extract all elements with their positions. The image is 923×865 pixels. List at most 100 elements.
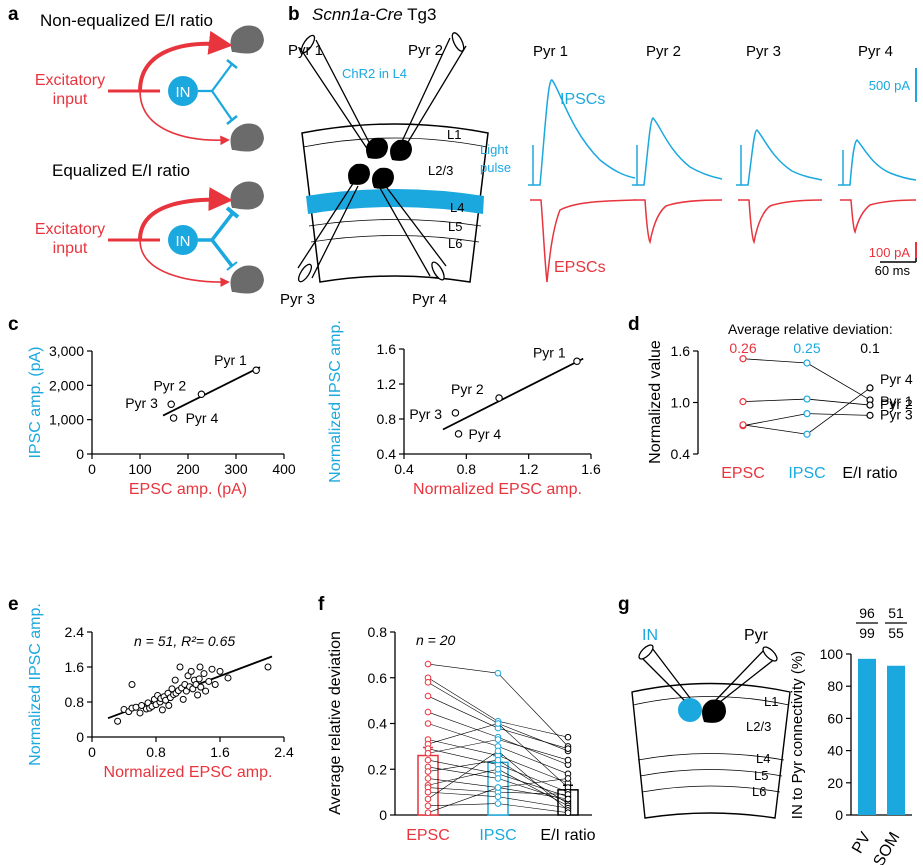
traces: Pyr 1 Pyr 2 Pyr 3 Pyr 4 IPSCs EPSCs Ligh… (480, 43, 917, 283)
chr2-label: ChR2 in L4 (342, 66, 407, 81)
scatter-point (194, 691, 202, 699)
paired-point (564, 756, 572, 764)
layer-label-l1: L1 (447, 127, 461, 142)
circuit-non-equalized: IN Excitatory input (35, 25, 264, 152)
y-tick-label: 100 (820, 646, 844, 662)
layer-g-l5: L5 (754, 768, 768, 783)
layer-g-l6: L6 (752, 784, 766, 799)
fit-line (442, 357, 584, 431)
pyr-neuron-top (230, 25, 264, 54)
paired-point (424, 788, 432, 796)
neuron-pyr4 (372, 167, 394, 189)
paired-point (564, 795, 572, 803)
fraction-numerator: 96 (859, 605, 875, 621)
pipettes-g (638, 644, 778, 703)
paired-point (424, 795, 432, 803)
paired-point (564, 745, 572, 752)
paired-point (424, 692, 432, 700)
scatter-point (158, 706, 166, 714)
y-tick-label: 2,000 (49, 377, 84, 393)
mouse-line-name: Scnn1a-Cre (312, 5, 403, 24)
light-pulse-label-2: pulse (480, 160, 511, 175)
scatter-point (216, 667, 224, 675)
y-axis-label: Normalized IPSC amp. (27, 603, 44, 766)
interneuron-bottom (168, 225, 198, 255)
paired-point (494, 793, 502, 801)
pipette-4-end (431, 261, 445, 281)
pyr-neuron-bottom-eq (230, 265, 264, 294)
point-label: Pyr 4 (186, 410, 219, 426)
paired-point (494, 736, 502, 743)
pyr-neuron-top-eq (230, 181, 264, 210)
x-tick-label: 1.2 (519, 461, 539, 477)
panel-label-c: c (8, 314, 19, 335)
x-tick-label: 400 (272, 461, 296, 477)
pipette-label-pyr1: Pyr 1 (288, 42, 323, 59)
epsc-traces (530, 199, 917, 283)
strong-inhibitory-synapse (225, 206, 240, 219)
layer-label-l23: L2/3 (428, 163, 453, 178)
pyr-neuron-g (702, 699, 726, 723)
brain-slice: L1 L2/3 L4 L5 L6 Pyr 1 Pyr 2 (280, 32, 489, 308)
pipette-label-pyr2: Pyr 2 (408, 42, 443, 59)
chart-f: 0 0.2 0.4 0.6 0.8 Average relative deviation E… (327, 624, 596, 844)
scatter-point (138, 702, 146, 709)
paired-point (424, 660, 432, 668)
scatter-point (196, 663, 204, 671)
point-label: Pyr 2 (153, 377, 186, 393)
scatter-point (197, 390, 206, 399)
scatter-point (132, 703, 140, 711)
scatter-point (208, 665, 216, 673)
interneuron-g (678, 698, 702, 722)
weak-excitatory-path (139, 90, 230, 146)
deviation-value: 0.1 (860, 340, 880, 356)
chart-c-right: 0.4 0.8 1.2 1.6 0.4 0.8 1.2 1.6 Normalized EPSC … (327, 320, 601, 498)
paired-point (494, 720, 502, 727)
panel-g-schematic: L1 L2/3 L4 L5 L6 IN Pyr (631, 627, 791, 819)
scatter-point (495, 394, 503, 402)
scatter-point (224, 674, 232, 682)
y-tick-label: 40 (827, 743, 843, 759)
x-tick-label: 0 (88, 461, 96, 477)
chart-d: 0.4 1.0 1.6 Normalized value Average relativ… (647, 321, 913, 482)
excitatory-input-label-top-1: Excitatory (35, 72, 105, 89)
series-point (803, 395, 811, 403)
panel-label-d: d (628, 314, 640, 335)
x-tick-label: 0.8 (146, 744, 166, 760)
slice-outline-g (631, 682, 791, 819)
epscs-label: EPSCs (554, 259, 606, 276)
pipette-label-pyr3: Pyr 3 (280, 291, 315, 308)
series-point (739, 398, 747, 406)
ipsc-trace-pyr4 (838, 139, 917, 186)
x-tick-label: 2.4 (274, 744, 294, 760)
in-label-bottom: IN (176, 233, 191, 250)
scatter-point (136, 709, 144, 717)
deviation-heading: Average relative deviation: (728, 321, 893, 337)
fraction-numerator: 51 (888, 605, 904, 621)
pipette-label-pyr4: Pyr 4 (412, 291, 447, 308)
epsc-trace-pyr2 (634, 199, 723, 245)
scatter-point (171, 676, 179, 684)
paired-point (424, 802, 432, 810)
category-label: E/I ratio (842, 465, 897, 482)
annotation: n = 20 (416, 632, 456, 648)
pyr-label-g: Pyr (744, 627, 769, 644)
title-equalized: Equalized E/I ratio (52, 161, 190, 180)
scatter-point (202, 687, 210, 695)
paired-point (424, 679, 432, 686)
point-label: Pyr 1 (533, 344, 566, 360)
pipette-pyr-end (762, 646, 778, 662)
x-tick-label: 200 (176, 461, 200, 477)
y-tick-label: 0 (76, 446, 84, 462)
paired-point (494, 800, 502, 807)
ipsc-traces (528, 79, 917, 186)
time-scale-label: 60 ms (875, 263, 911, 278)
paired-point (494, 669, 502, 677)
x-axis-label: EPSC amp. (pA) (129, 481, 247, 498)
light-pulse-label-1: Light (480, 142, 509, 157)
y-tick-label: 0.4 (377, 446, 397, 462)
inhibitory-synapses-top (226, 59, 238, 125)
pipette-in-end (638, 644, 654, 660)
